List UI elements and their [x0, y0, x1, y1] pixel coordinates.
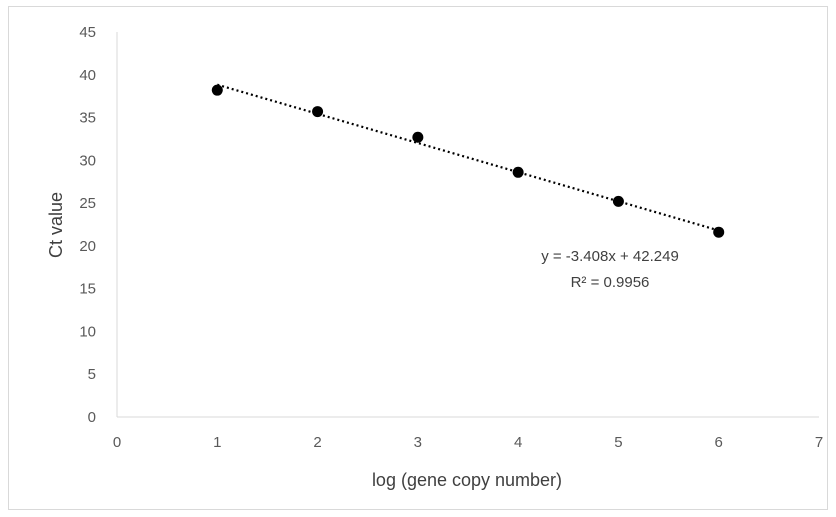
y-tick-label: 10 — [79, 323, 96, 340]
y-tick-label: 0 — [88, 409, 96, 426]
data-point — [512, 166, 524, 178]
y-axis-ticks: 0 5 10 15 20 25 30 35 40 45 — [79, 24, 96, 426]
y-tick-label: 40 — [79, 67, 96, 84]
chart-area — [8, 6, 828, 510]
y-axis-title: Ct value — [46, 192, 66, 258]
x-tick-label: 4 — [514, 434, 522, 451]
x-tick-label: 1 — [213, 434, 221, 451]
x-tick-label: 0 — [113, 434, 121, 451]
data-point — [612, 195, 624, 207]
r-squared-label: R² = 0.9956 — [571, 274, 650, 291]
y-tick-label: 35 — [79, 110, 96, 127]
data-point — [211, 84, 223, 96]
trendline — [216, 83, 720, 232]
x-axis-ticks: 0 1 2 3 4 5 6 7 — [113, 434, 823, 451]
x-axis-title: log (gene copy number) — [372, 470, 562, 490]
y-tick-label: 45 — [79, 24, 96, 41]
x-tick-label: 6 — [715, 434, 723, 451]
x-tick-label: 5 — [614, 434, 622, 451]
data-points — [211, 84, 725, 238]
x-tick-label: 2 — [313, 434, 321, 451]
y-tick-label: 20 — [79, 238, 96, 255]
x-tick-label: 3 — [414, 434, 422, 451]
data-point — [312, 106, 324, 118]
y-tick-label: 5 — [88, 366, 96, 383]
y-tick-label: 15 — [79, 281, 96, 298]
y-tick-label: 25 — [79, 195, 96, 212]
data-point — [412, 131, 424, 143]
data-point — [713, 226, 725, 238]
y-tick-label: 30 — [79, 152, 96, 169]
x-tick-label: 7 — [815, 434, 823, 451]
trendline-equation: y = -3.408x + 42.249 — [541, 248, 679, 265]
